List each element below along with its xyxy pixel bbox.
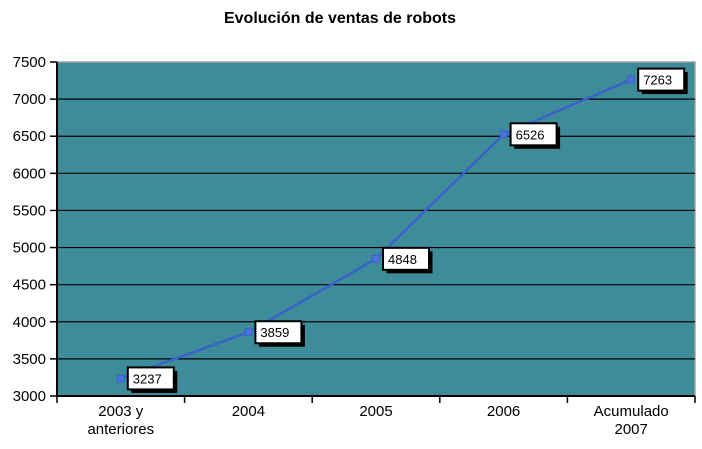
data-label-box <box>126 366 175 391</box>
x-axis-label: 2005 <box>359 403 392 420</box>
data-point-label: 3237 <box>133 371 162 386</box>
y-axis-label: 6500 <box>13 128 46 145</box>
y-axis-label: 7500 <box>13 54 46 71</box>
data-point-marker <box>372 254 380 263</box>
data-point-label: 6526 <box>516 127 545 142</box>
y-axis-label: 5000 <box>13 240 46 257</box>
x-axis-label: 2006 <box>487 403 520 420</box>
data-point-label: 7263 <box>643 73 672 88</box>
data-point-marker <box>116 374 125 383</box>
data-label-box <box>509 122 558 147</box>
y-axis-label: 3000 <box>13 388 46 405</box>
y-axis-label: 5500 <box>13 202 46 219</box>
data-label-box <box>254 320 303 345</box>
y-axis-label: 3500 <box>13 351 46 368</box>
data-label-box <box>637 67 686 92</box>
y-axis-label: 4000 <box>13 314 46 331</box>
x-axis-label: 2004 <box>232 403 265 420</box>
y-axis-label: 4500 <box>13 277 46 294</box>
data-point-marker <box>244 328 253 337</box>
x-axis-label: Acumulado 2007 <box>594 403 669 438</box>
data-point-marker <box>499 130 508 139</box>
data-point-marker <box>627 75 636 84</box>
data-label-box <box>382 246 430 271</box>
x-axis-label: 2003 y anteriores <box>87 403 154 438</box>
y-axis-label: 7000 <box>13 91 46 108</box>
chart-title: Evolución de ventas de robots <box>223 10 457 27</box>
plot-area <box>56 61 696 397</box>
y-axis-label: 6000 <box>13 165 46 182</box>
data-point-label: 3859 <box>260 325 289 340</box>
data-point-label: 4848 <box>388 252 417 267</box>
